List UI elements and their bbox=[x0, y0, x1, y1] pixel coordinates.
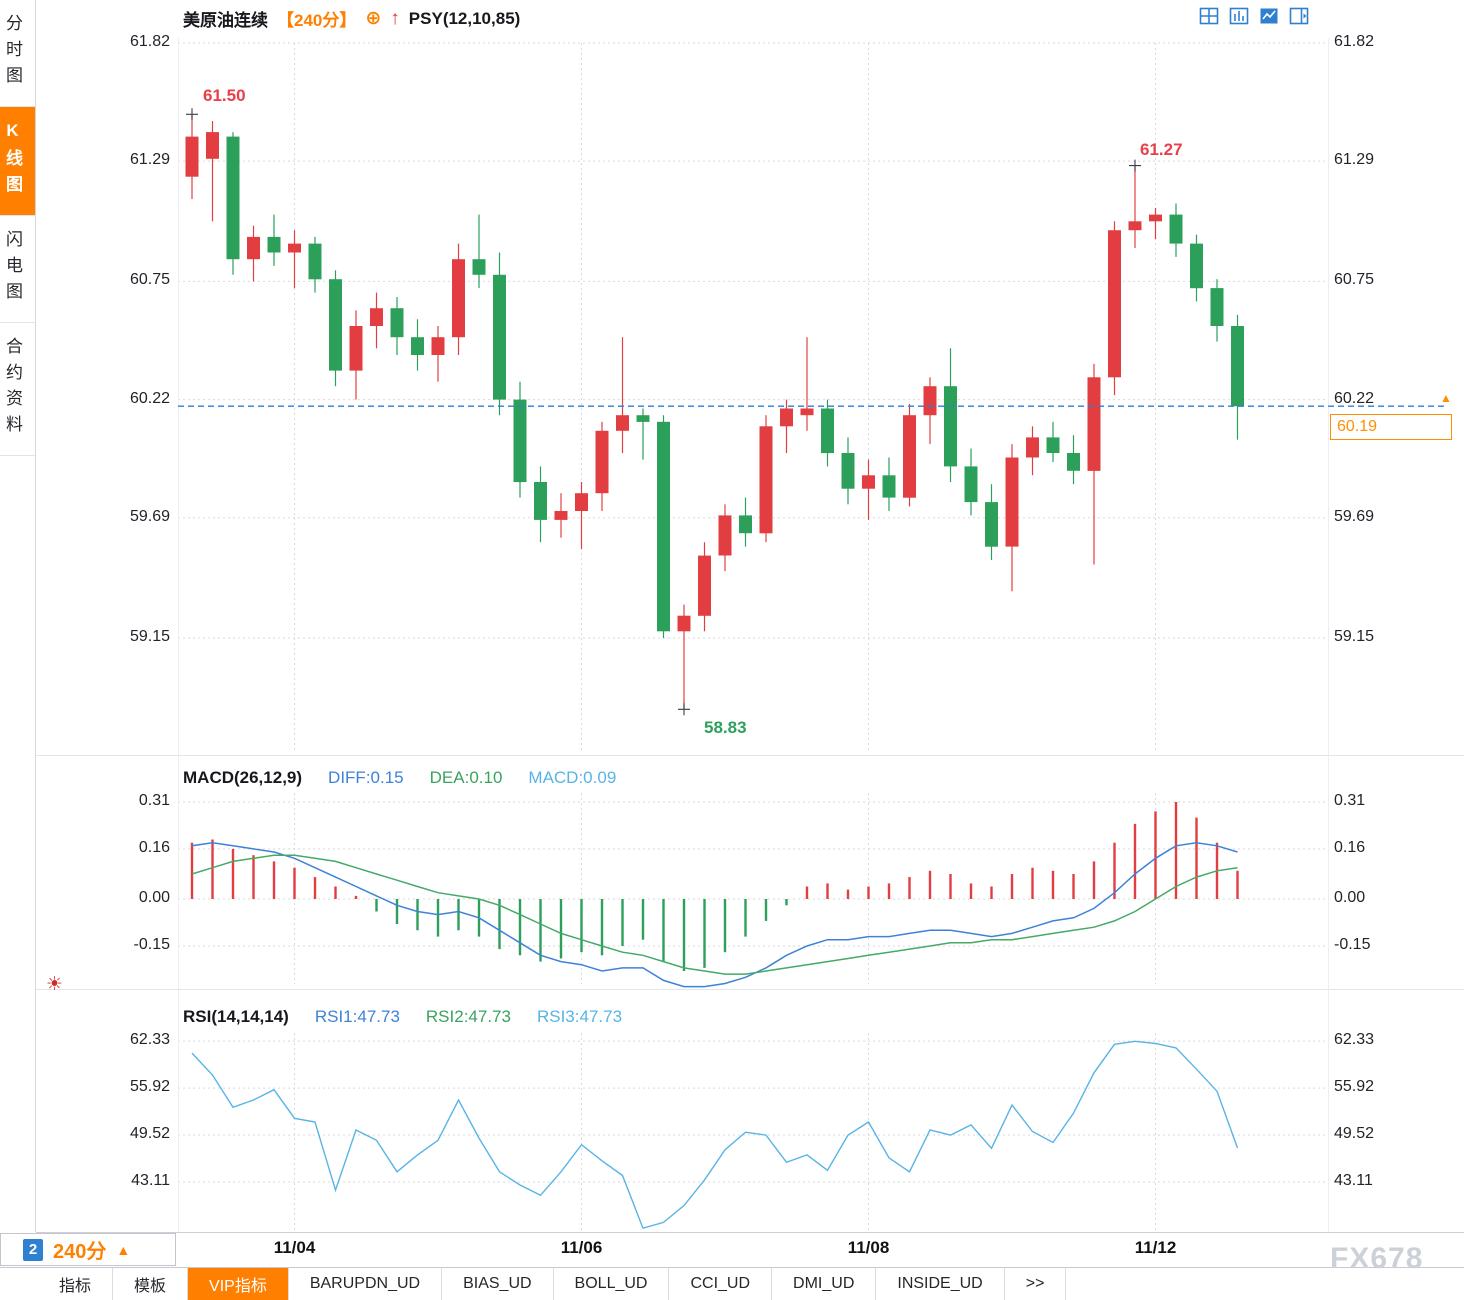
x-axis-tick: 11/06 bbox=[560, 1238, 603, 1257]
y-axis-tick: 0.00 bbox=[138, 889, 170, 906]
y-axis-tick: 59.69 bbox=[1334, 507, 1375, 525]
bottom-tab-boll_ud[interactable]: BOLL_UD bbox=[554, 1268, 670, 1300]
chart-header: 美原油连续 【240分】 ⊕ ↑ PSY(12,10,85) bbox=[183, 6, 520, 31]
peak-price-annotation: 61.27 bbox=[1140, 140, 1183, 159]
bottom-tab-bias_ud[interactable]: BIAS_UD bbox=[442, 1268, 554, 1300]
macd-hist-value: MACD:0.09 bbox=[528, 768, 617, 787]
panel-separators bbox=[36, 38, 1464, 1233]
bottom-tab-[interactable]: >> bbox=[1005, 1268, 1067, 1300]
y-axis-tick: -0.15 bbox=[133, 935, 170, 953]
rsi-grid bbox=[178, 1033, 1328, 1230]
y-axis-tick: 60.22 bbox=[129, 389, 170, 407]
sidebar-item-lightning-chart[interactable]: 闪电图 bbox=[0, 216, 35, 323]
bottom-tab-vip指标[interactable]: VIP指标 bbox=[188, 1268, 289, 1300]
y-axis-tick: 61.82 bbox=[129, 33, 170, 50]
y-axis-tick: 60.75 bbox=[1334, 271, 1375, 289]
candlestick-series bbox=[185, 114, 1244, 710]
watermark: FX678 bbox=[1330, 1242, 1424, 1275]
rsi1-value: RSI1:47.73 bbox=[314, 1007, 400, 1026]
symbol-title: 美原油连续 bbox=[183, 11, 268, 30]
y-axis-tick: 0.16 bbox=[1334, 838, 1366, 856]
psy-indicator-label: PSY(12,10,85) bbox=[408, 8, 521, 28]
bottom-tab-barupdn_ud[interactable]: BARUPDN_UD bbox=[289, 1268, 443, 1300]
macd-diff-value: DIFF:0.15 bbox=[328, 768, 404, 787]
last-price-value: 60.19 bbox=[1337, 418, 1378, 435]
timeframe-up-icon[interactable]: ▲ bbox=[116, 1241, 131, 1258]
y-axis-tick: 62.33 bbox=[1334, 1031, 1375, 1049]
split-panel-icon[interactable] bbox=[1288, 6, 1310, 26]
macd-series bbox=[190, 802, 1239, 988]
count-badge[interactable]: 2 bbox=[23, 1238, 43, 1261]
price-extreme-markers bbox=[186, 108, 1141, 716]
indicator-settings-icon[interactable]: ☀ bbox=[46, 974, 64, 995]
rsi-header: RSI(14,14,14) RSI1:47.73 RSI2:47.73 RSI3… bbox=[183, 1007, 622, 1027]
rsi-title: RSI(14,14,14) bbox=[183, 1007, 289, 1026]
bottom-tab-inside_ud[interactable]: INSIDE_UD bbox=[876, 1268, 1005, 1300]
bottom-tabbar: 指标 模板 VIP指标 BARUPDN_UD BIAS_UD BOLL_UD CCI_UD D… bbox=[0, 1267, 1464, 1300]
y-axis-tick: 0.31 bbox=[138, 791, 170, 809]
price-marker-icon: ▲ bbox=[1440, 391, 1452, 405]
timeframe-bar: 2 240分 ▲ bbox=[0, 1233, 176, 1266]
high-price-annotation: 61.50 bbox=[203, 86, 246, 105]
macd-title: MACD(26,12,9) bbox=[183, 768, 303, 787]
y-axis-tick: 61.29 bbox=[1334, 151, 1375, 169]
layout-toolbar bbox=[1198, 6, 1310, 26]
rsi2-value: RSI2:47.73 bbox=[425, 1007, 511, 1026]
y-axis-tick: 43.11 bbox=[131, 1171, 170, 1189]
y-axis-tick: 55.92 bbox=[1334, 1078, 1375, 1096]
bottom-tab-cci_ud[interactable]: CCI_UD bbox=[669, 1268, 773, 1300]
low-price-annotation: 58.83 bbox=[704, 718, 747, 737]
sidebar-item-kline-chart[interactable]: K线图 bbox=[0, 107, 35, 216]
y-axis-tick: 49.52 bbox=[129, 1125, 170, 1142]
period-label[interactable]: 【240分】 bbox=[277, 11, 357, 30]
bars-layout-icon[interactable] bbox=[1228, 6, 1250, 26]
rsi-series bbox=[191, 1040, 1239, 1230]
sidebar-item-time-chart[interactable]: 分时图 bbox=[0, 0, 35, 107]
y-axis-tick: 0.31 bbox=[1334, 791, 1366, 809]
macd-header: MACD(26,12,9) DIFF:0.15 DEA:0.10 MACD:0.… bbox=[183, 768, 616, 788]
quad-layout-icon[interactable] bbox=[1198, 6, 1220, 26]
y-axis-tick: -0.15 bbox=[1334, 935, 1371, 953]
y-axis-tick: 59.15 bbox=[129, 628, 170, 645]
y-axis-tick: 60.75 bbox=[129, 271, 170, 289]
x-axis-tick: 11/04 bbox=[273, 1238, 316, 1257]
y-axis-tick: 59.15 bbox=[1334, 628, 1375, 645]
bottom-tab-指标[interactable]: 指标 bbox=[38, 1268, 114, 1300]
bottom-tab-模板[interactable]: 模板 bbox=[113, 1268, 189, 1300]
macd-dea-value: DEA:0.10 bbox=[429, 768, 503, 787]
bottom-tab-dmi_ud[interactable]: DMI_UD bbox=[772, 1268, 877, 1300]
y-axis-tick: 49.52 bbox=[1334, 1125, 1375, 1142]
y-axis-tick: 55.92 bbox=[129, 1078, 170, 1096]
last-price-box: 60.19 bbox=[1330, 414, 1452, 440]
y-axis-tick: 62.33 bbox=[129, 1031, 170, 1049]
y-axis-tick: 59.69 bbox=[129, 507, 170, 525]
main-grid bbox=[178, 42, 1328, 752]
y-axis-tick: 60.22 bbox=[1334, 389, 1375, 407]
up-arrow-icon: ↑ bbox=[390, 7, 400, 29]
sidebar-item-contract-info[interactable]: 合约资料 bbox=[0, 323, 35, 456]
timeframe-label[interactable]: 240分 bbox=[53, 1241, 107, 1263]
y-axis-tick: 43.11 bbox=[1334, 1171, 1373, 1189]
rsi3-value: RSI3:47.73 bbox=[536, 1007, 623, 1026]
left-sidebar: 分时图 K线图 闪电图 合约资料 bbox=[0, 0, 36, 1232]
active-chart-layout-icon[interactable] bbox=[1258, 6, 1280, 26]
x-axis-tick: 11/12 bbox=[1134, 1238, 1177, 1257]
plus-circle-icon[interactable]: ⊕ bbox=[365, 8, 382, 29]
x-axis-tick: 11/08 bbox=[847, 1238, 890, 1257]
y-axis-tick: 0.16 bbox=[138, 838, 170, 856]
y-axis-tick: 61.82 bbox=[1334, 33, 1375, 50]
y-axis-tick: 0.00 bbox=[1334, 889, 1366, 906]
y-axis-tick: 61.29 bbox=[129, 151, 170, 169]
